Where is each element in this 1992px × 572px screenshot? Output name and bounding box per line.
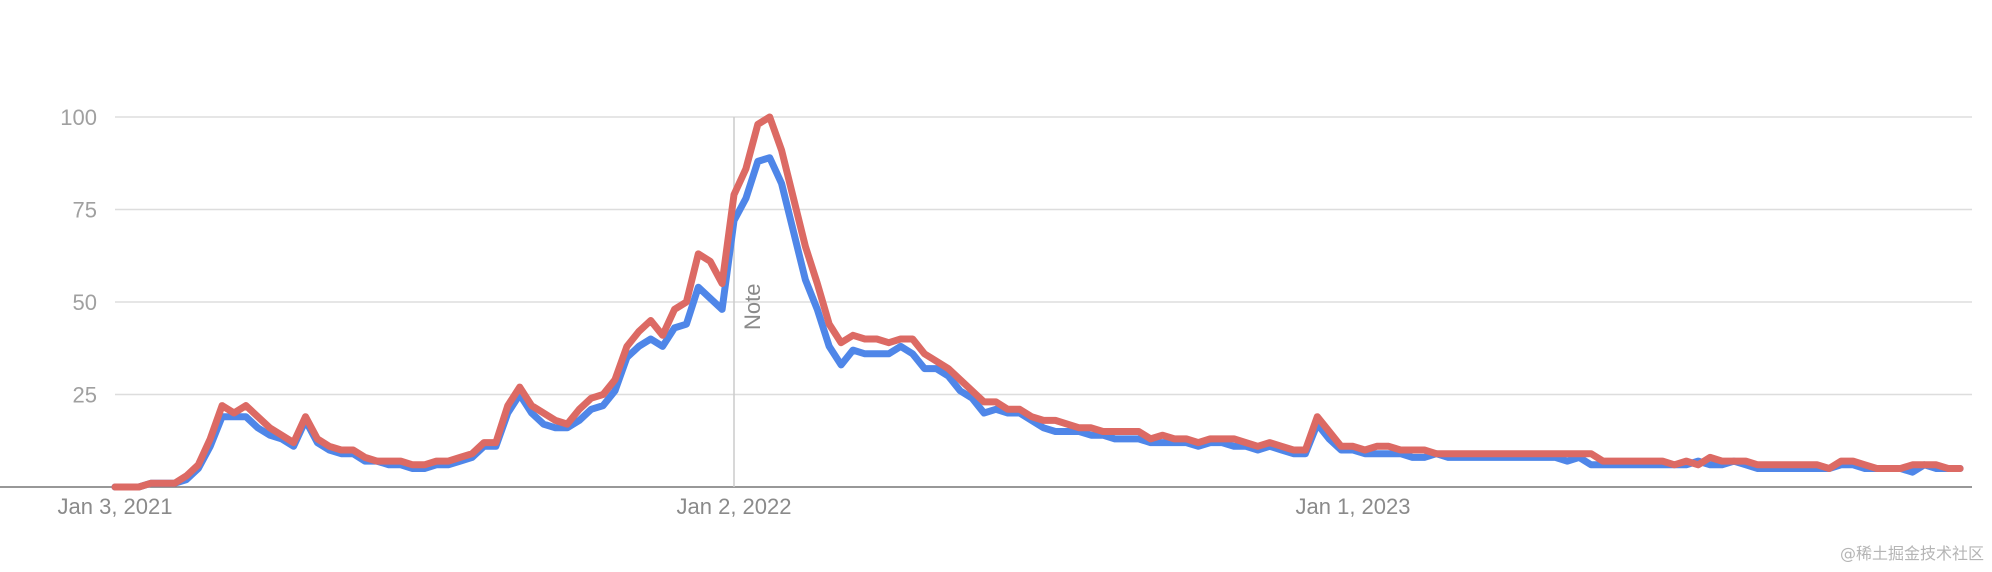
watermark: @稀土掘金技术社区 bbox=[1839, 544, 1984, 563]
y-tick-label: 25 bbox=[73, 383, 97, 408]
y-tick-label: 75 bbox=[73, 198, 97, 223]
y-tick-label: 100 bbox=[60, 105, 97, 130]
chart-grid bbox=[0, 116, 1972, 488]
y-axis-ticks: 25 50 75 100 bbox=[60, 105, 97, 408]
y-tick-label: 50 bbox=[73, 290, 97, 315]
series-line-2 bbox=[111, 113, 1964, 491]
x-tick-label: Jan 2, 2022 bbox=[677, 494, 792, 519]
x-tick-label: Jan 1, 2023 bbox=[1296, 494, 1411, 519]
x-tick-label: Jan 3, 2021 bbox=[58, 494, 173, 519]
chart-series bbox=[111, 113, 1964, 491]
x-axis-ticks: Jan 3, 2021 Jan 2, 2022 Jan 1, 2023 bbox=[58, 494, 1411, 519]
series-line-1 bbox=[111, 154, 1964, 491]
chart-annotation: Note bbox=[733, 117, 765, 487]
annotation-label[interactable]: Note bbox=[740, 284, 765, 330]
